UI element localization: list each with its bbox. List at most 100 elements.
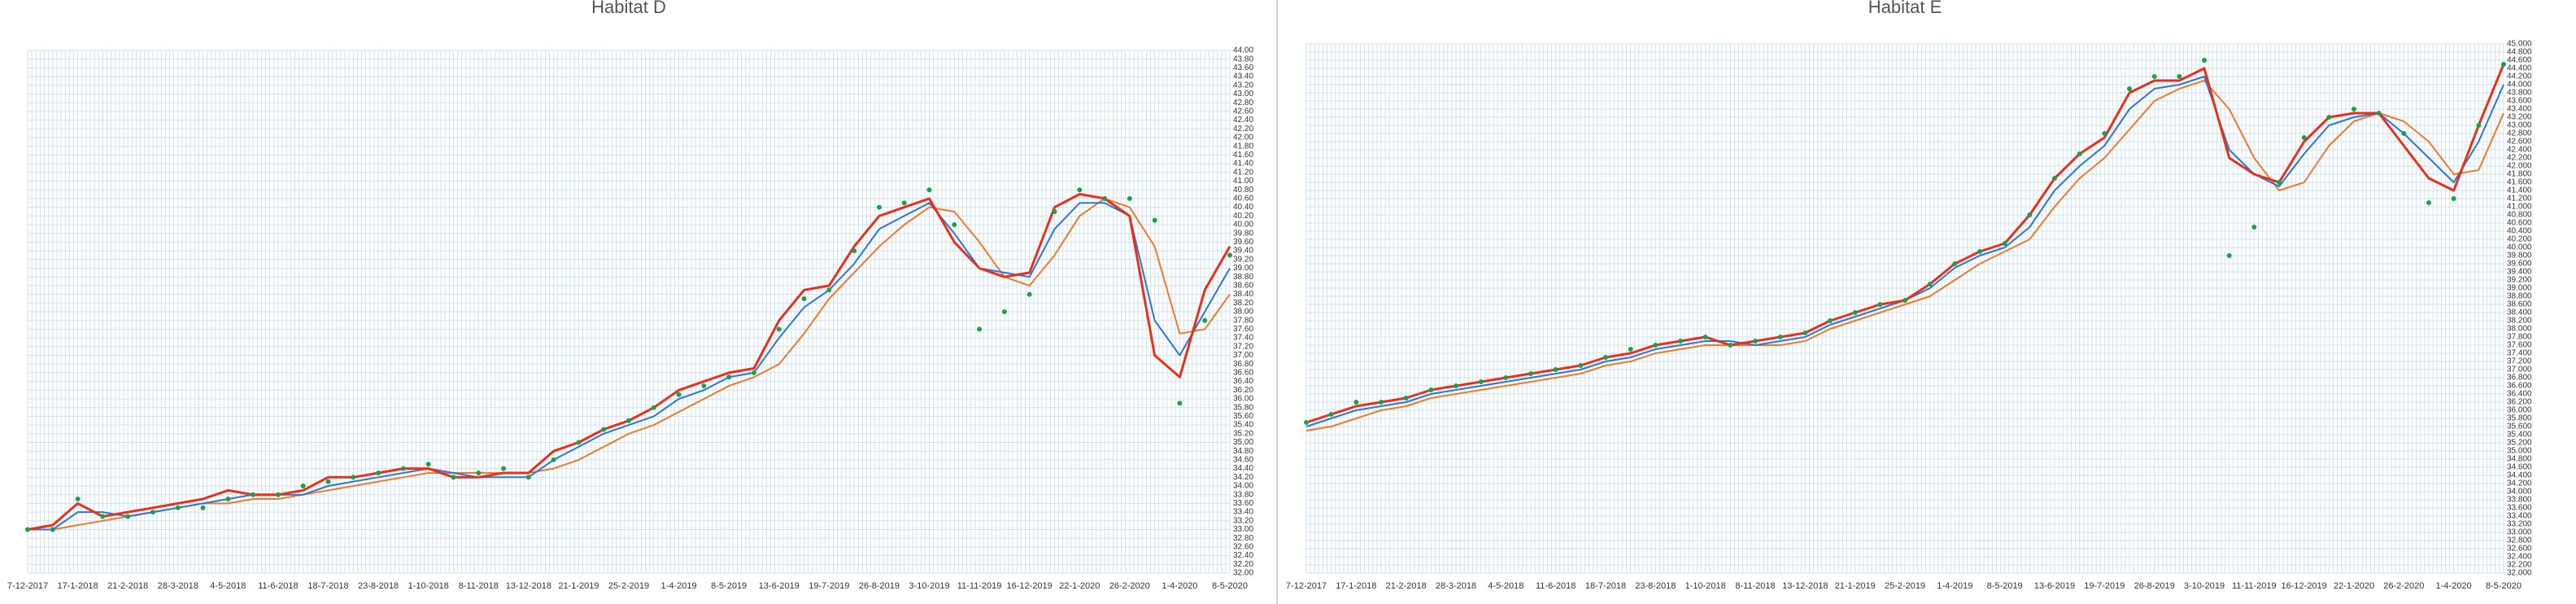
data-dot (2202, 58, 2207, 63)
y-tick-label: 33.20 (1233, 516, 1253, 525)
x-tick-label: 7-12-2017 (7, 581, 48, 591)
y-tick-label: 35.40 (1233, 421, 1253, 430)
y-tick-label: 34.800 (2507, 455, 2532, 464)
chart-title: Habitat E (1868, 0, 1942, 17)
y-tick-label: 35.000 (2507, 447, 2532, 456)
data-dot (2151, 74, 2157, 79)
y-tick-label: 32.00 (1233, 569, 1253, 578)
data-dot (2177, 74, 2182, 79)
y-tick-label: 39.200 (2507, 276, 2532, 285)
data-dot (1428, 387, 1434, 392)
y-tick-label: 33.400 (2507, 512, 2532, 521)
data-dot (1702, 335, 1708, 339)
data-dot (2301, 135, 2307, 140)
y-tick-label: 36.80 (1233, 360, 1253, 369)
data-dot (1403, 396, 1409, 400)
y-tick-label: 40.00 (1233, 221, 1253, 230)
x-tick-label: 17-1-2018 (1336, 581, 1376, 591)
y-tick-label: 32.800 (2507, 536, 2532, 545)
data-dot (300, 484, 306, 488)
data-dot (1503, 375, 1509, 380)
data-dot (525, 475, 531, 480)
y-tick-label: 33.200 (2507, 520, 2532, 529)
y-tick-label: 42.000 (2507, 162, 2532, 171)
data-line (28, 197, 1231, 531)
y-tick-label: 39.800 (2507, 252, 2532, 260)
y-tick-label: 33.60 (1233, 499, 1253, 508)
x-tick-label: 3-10-2019 (909, 581, 949, 591)
y-tick-label: 35.80 (1233, 403, 1253, 412)
y-tick-label: 36.60 (1233, 369, 1253, 378)
x-tick-label: 21-2-2018 (107, 581, 148, 591)
y-tick-label: 43.400 (2507, 105, 2532, 114)
y-tick-label: 37.60 (1233, 325, 1253, 334)
y-tick-label: 32.600 (2507, 545, 2532, 554)
y-tick-label: 45.000 (2507, 40, 2532, 49)
data-dot (852, 248, 857, 254)
y-tick-label: 40.200 (2507, 235, 2532, 244)
y-tick-label: 36.000 (2507, 406, 2532, 415)
data-dot (1578, 363, 1584, 368)
y-tick-label: 38.000 (2507, 325, 2532, 334)
y-tick-label: 33.00 (1233, 525, 1253, 534)
data-dot (1304, 420, 1309, 425)
y-tick-label: 42.20 (1233, 125, 1253, 133)
y-tick-label: 36.00 (1233, 395, 1253, 404)
x-tick-label: 11-11-2019 (2232, 581, 2277, 591)
x-tick-label: 13-6-2019 (759, 581, 800, 591)
y-tick-label: 41.20 (1233, 168, 1253, 177)
y-tick-label: 42.800 (2507, 129, 2532, 138)
y-tick-label: 32.400 (2507, 553, 2532, 562)
data-dot (1152, 217, 1157, 223)
data-dot (1528, 371, 1533, 376)
data-dot (325, 479, 331, 484)
y-tick-label: 43.600 (2507, 97, 2532, 106)
y-tick-label: 43.80 (1233, 55, 1253, 63)
y-tick-label: 32.60 (1233, 543, 1253, 552)
data-dot (50, 527, 55, 532)
y-tick-label: 44.200 (2507, 72, 2532, 81)
data-dot (1052, 208, 1057, 214)
y-tick-label: 42.60 (1233, 107, 1253, 116)
y-tick-label: 42.00 (1233, 133, 1253, 142)
data-dot (1877, 302, 1883, 307)
y-tick-label: 41.400 (2507, 186, 2532, 195)
data-dot (626, 418, 631, 423)
x-tick-label: 1-4-2019 (1937, 581, 1972, 591)
y-tick-label: 41.00 (1233, 177, 1253, 186)
y-tick-label: 34.200 (2507, 479, 2532, 488)
y-tick-label: 37.400 (2507, 349, 2532, 358)
data-dot (1353, 400, 1359, 405)
y-tick-label: 32.000 (2507, 569, 2532, 578)
data-dot (1001, 309, 1007, 314)
data-dot (75, 497, 81, 502)
chart-title: Habitat D (591, 0, 666, 17)
y-tick-label: 36.800 (2507, 374, 2532, 383)
x-tick-label: 18-7-2018 (1585, 581, 1626, 591)
x-tick-label: 11-11-2019 (957, 581, 1002, 591)
data-dot (2352, 107, 2356, 112)
x-tick-label: 26-2-2020 (1109, 581, 1150, 591)
data-dot (2426, 200, 2431, 205)
y-tick-label: 36.40 (1233, 377, 1253, 386)
data-line (1305, 80, 2504, 431)
data-dot (1927, 282, 1933, 287)
y-tick-label: 34.20 (1233, 473, 1253, 482)
y-tick-label: 38.20 (1233, 299, 1253, 308)
data-dot (1678, 339, 1683, 344)
data-dot (2401, 131, 2407, 136)
y-tick-label: 33.000 (2507, 528, 2532, 537)
y-tick-label: 35.20 (1233, 429, 1253, 438)
y-tick-label: 33.800 (2507, 496, 2532, 505)
y-tick-label: 38.60 (1233, 282, 1253, 291)
data-dot (25, 527, 30, 532)
data-dot (701, 383, 707, 388)
y-tick-label: 39.40 (1233, 247, 1253, 256)
data-dot (1026, 291, 1032, 297)
y-tick-label: 40.000 (2507, 243, 2532, 252)
data-dot (952, 222, 957, 227)
y-tick-label: 36.200 (2507, 398, 2532, 407)
x-tick-label: 22-1-2020 (1059, 581, 1100, 591)
y-tick-label: 40.60 (1233, 195, 1253, 204)
y-tick-label: 42.400 (2507, 146, 2532, 155)
